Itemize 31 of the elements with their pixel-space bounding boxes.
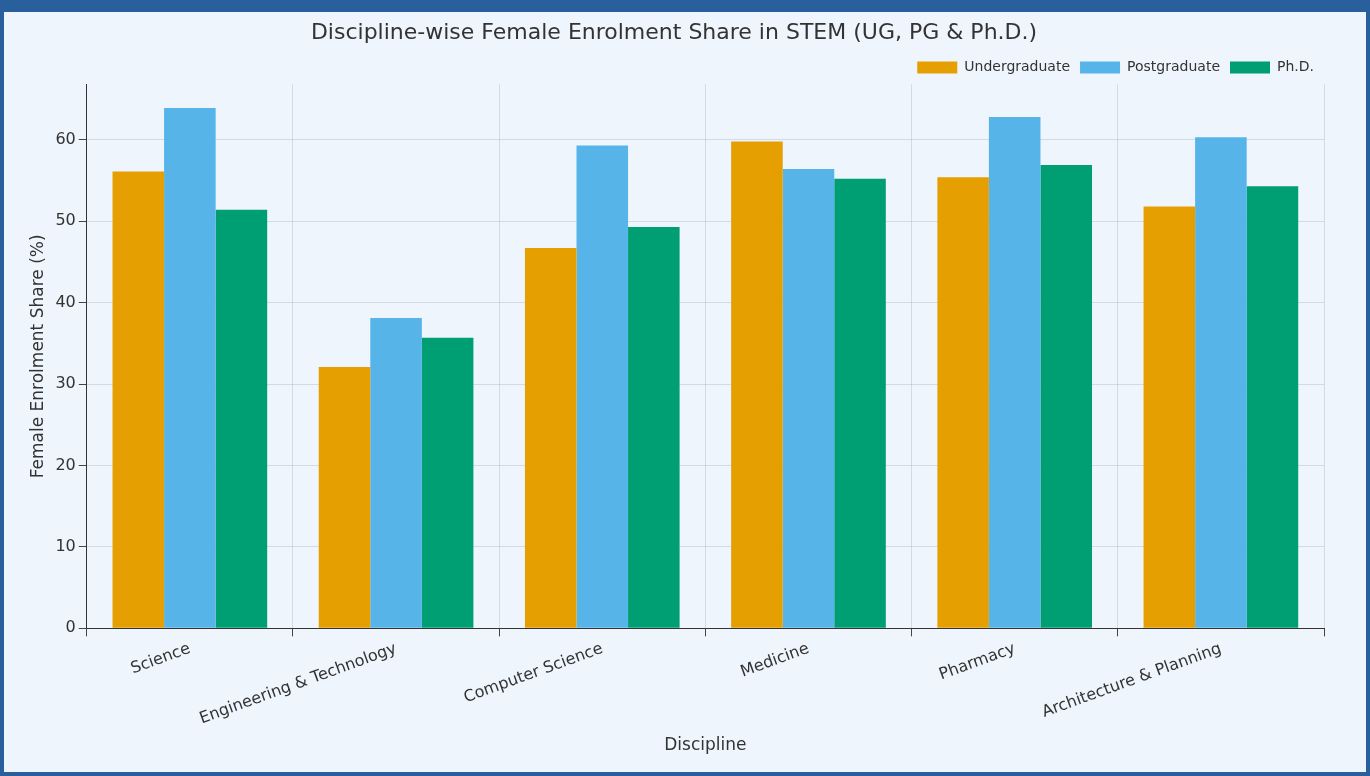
bar — [988, 116, 1041, 628]
x-axis-title: Discipline — [664, 734, 747, 755]
legend-label: Undergraduate — [964, 58, 1071, 75]
y-tick-label: 50 — [55, 210, 76, 230]
bar — [628, 226, 680, 628]
bar — [421, 337, 474, 628]
y-tick-label: 10 — [55, 536, 76, 556]
legend-label: Ph.D. — [1277, 58, 1314, 75]
bar — [1246, 186, 1299, 628]
bar — [1143, 206, 1196, 628]
bar — [731, 141, 783, 628]
bar — [524, 248, 577, 628]
bar — [318, 366, 371, 628]
bar — [782, 169, 835, 628]
bar — [215, 209, 268, 628]
y-tick-label: 60 — [55, 128, 76, 148]
bar — [834, 178, 886, 628]
y-tick-label: 0 — [65, 617, 76, 637]
y-axis-title: Female Enrolment Share (%) — [26, 234, 47, 479]
bar — [937, 177, 989, 628]
y-tick-label: 40 — [55, 291, 76, 311]
bar — [576, 145, 629, 628]
y-tick-label: 20 — [55, 454, 76, 474]
bar — [1195, 137, 1247, 628]
chart-title: Discipline-wise Female Enrolment Share in STEM (UG, PG & Ph.D.) — [310, 18, 1038, 44]
bar — [164, 108, 216, 628]
bar — [112, 171, 165, 628]
bar — [1040, 165, 1093, 628]
y-tick-label: 30 — [55, 373, 76, 393]
bar — [370, 318, 422, 628]
legend-label: Postgraduate — [1127, 58, 1221, 75]
